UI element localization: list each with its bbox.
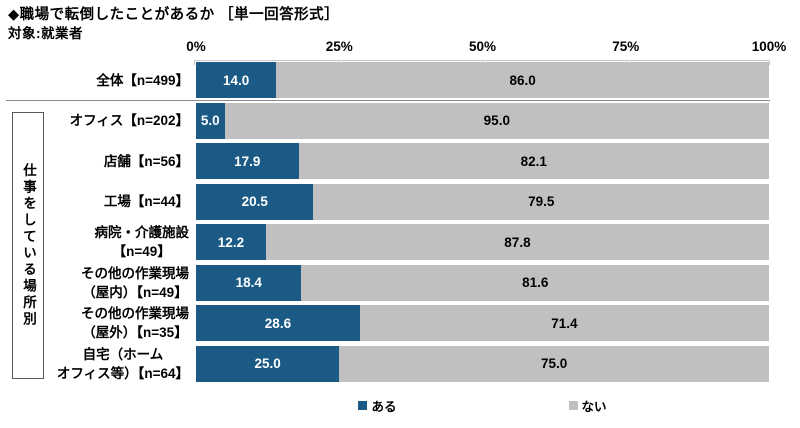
bar-value-label: 71.4 (551, 315, 578, 331)
total-separator-line (6, 100, 770, 101)
x-axis: 0% 25% 50% 75% 100% (186, 39, 786, 55)
x-tick-label: 50% (468, 39, 497, 54)
bar-value-label: 79.5 (528, 194, 555, 210)
bar-segment-nai: 87.8 (265, 224, 769, 261)
chart-row-home: 自宅（ホーム オフィス等）【n=64】 25.0 75.0 (0, 344, 769, 385)
bar-value-label: 20.5 (241, 194, 268, 210)
bar-segment-nai: 79.5 (313, 183, 769, 220)
stacked-bar: 18.4 81.6 (196, 264, 769, 301)
chart-row-factory: 工場【n=44】 20.5 79.5 (0, 182, 769, 223)
stacked-bar: 14.0 86.0 (196, 62, 769, 99)
x-tick-label: 0% (186, 39, 206, 54)
chart-row-office: オフィス【n=202】 5.0 95.0 (0, 101, 769, 142)
stacked-bar: 5.0 95.0 (196, 102, 769, 139)
legend-marker-nai (568, 401, 578, 410)
bar-value-label: 18.4 (235, 275, 262, 291)
bar-value-label: 75.0 (540, 356, 568, 372)
legend-label: ない (581, 400, 607, 414)
category-label: 自宅（ホーム オフィス等）【n=64】 (56, 346, 189, 381)
bar-segment-aru: 28.6 (196, 305, 360, 342)
bar-segment-aru: 14.0 (196, 62, 277, 99)
legend-item-aru: ある (358, 396, 397, 415)
bar-segment-aru: 12.2 (196, 224, 266, 261)
bar-segment-aru: 18.4 (196, 264, 302, 301)
bar-value-label: 86.0 (509, 72, 536, 88)
chart-row-worksite-outdoor: その他の作業現場 （屋外）【n=35】 28.6 71.4 (0, 303, 769, 344)
bar-segment-aru: 20.5 (196, 183, 314, 220)
group-label-box: 仕事をしている場所別 (12, 112, 44, 379)
chart-row-worksite-indoor: その他の作業現場 （屋内）【n=49】 18.4 81.6 (0, 263, 769, 304)
legend: ある ない (196, 396, 769, 415)
bar-segment-nai: 86.0 (276, 62, 769, 99)
category-label: 病院・介護施設 【n=49】 (94, 225, 190, 260)
group-label: 仕事をしている場所別 (21, 163, 36, 328)
stacked-bar: 25.0 75.0 (196, 345, 769, 382)
bar-value-label: 17.9 (234, 153, 261, 169)
bar-value-label: 12.2 (217, 234, 245, 250)
x-tick-label: 75% (612, 39, 640, 54)
bar-value-label: 95.0 (483, 113, 510, 129)
bar-value-label: 14.0 (222, 72, 250, 88)
stacked-bar: 20.5 79.5 (196, 183, 769, 220)
legend-marker-aru (358, 401, 368, 410)
category-label: 店舗【n=56】 (103, 153, 189, 169)
x-tick (194, 61, 195, 65)
bar-segment-nai: 82.1 (298, 143, 769, 180)
bar-value-label: 81.6 (522, 275, 549, 291)
bar-value-label: 87.8 (504, 234, 531, 250)
category-label: その他の作業現場 （屋内）【n=49】 (81, 265, 189, 300)
chart-title: ◆職場で転倒したことがあるか ［単一回答形式］ (8, 7, 340, 23)
legend-label: ある (371, 400, 397, 414)
bar-segment-aru: 5.0 (196, 102, 225, 139)
bar-segment-aru: 25.0 (196, 345, 340, 382)
category-label: その他の作業現場 （屋外）【n=35】 (81, 306, 189, 341)
bar-value-label: 25.0 (254, 356, 281, 372)
chart-subtitle: 対象:就業者 (8, 26, 83, 41)
category-label: オフィス【n=202】 (69, 113, 189, 129)
x-tick-label: 25% (325, 39, 353, 54)
chart-row-store: 店舗【n=56】 17.9 82.1 (0, 141, 769, 182)
stacked-bar: 17.9 82.1 (196, 143, 769, 180)
category-label: 工場【n=44】 (103, 194, 189, 210)
bar-rows: 全体【n=499】 14.0 86.0 オフィス【n=202】 5.0 95.0… (0, 60, 769, 384)
bar-value-label: 28.6 (264, 315, 292, 331)
x-tick (768, 61, 770, 65)
bar-value-label: 82.1 (520, 153, 547, 169)
bar-value-label: 5.0 (200, 113, 220, 129)
chart-row-hospital: 病院・介護施設 【n=49】 12.2 87.8 (0, 222, 769, 263)
stacked-bar: 12.2 87.8 (196, 224, 769, 261)
stacked-bar: 28.6 71.4 (196, 305, 769, 342)
bar-segment-nai: 71.4 (359, 305, 769, 342)
chart-row-total: 全体【n=499】 14.0 86.0 (0, 60, 769, 101)
bar-segment-aru: 17.9 (196, 143, 299, 180)
category-label: 全体【n=499】 (96, 72, 189, 88)
bar-segment-nai: 75.0 (339, 345, 769, 382)
x-tick-label: 100% (751, 39, 787, 54)
bar-segment-nai: 95.0 (224, 102, 769, 139)
legend-item-nai: ない (568, 396, 607, 415)
bar-segment-nai: 81.6 (301, 264, 769, 301)
